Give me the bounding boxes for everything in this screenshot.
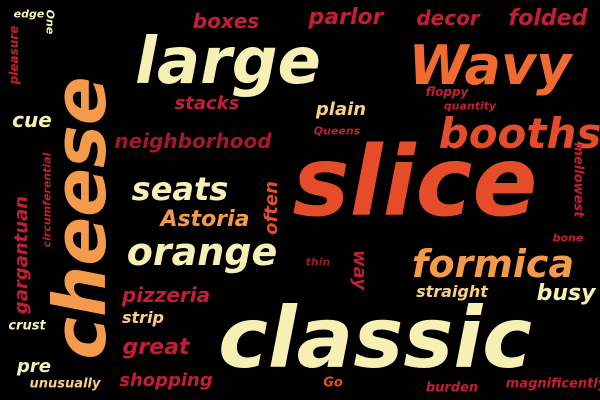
word-astoria: Astoria xyxy=(160,207,250,232)
word-one: One xyxy=(43,9,57,35)
word-boxes: boxes xyxy=(192,9,260,33)
word-circumferential: circumferential xyxy=(40,152,54,248)
word-way: way xyxy=(349,250,370,290)
word-straight: straight xyxy=(416,282,488,301)
word-often: often xyxy=(261,181,282,235)
word-pizzeria: pizzeria xyxy=(121,283,211,307)
word-neighborhood: neighborhood xyxy=(114,129,272,153)
word-great: great xyxy=(122,335,190,360)
word-folded: folded xyxy=(508,6,588,31)
word-crust: crust xyxy=(8,318,46,334)
word-go: Go xyxy=(323,375,343,391)
word-edge: edge xyxy=(13,7,45,21)
word-quantity: quantity xyxy=(443,99,497,113)
word-stacks: stacks xyxy=(174,93,240,114)
word-orange: orange xyxy=(126,230,278,274)
word-unusually: unusually xyxy=(29,376,101,392)
word-wavy: Wavy xyxy=(408,34,572,97)
word-seats: seats xyxy=(131,170,229,208)
word-pre: pre xyxy=(17,356,51,377)
word-large: large xyxy=(135,25,321,99)
word-floppy: floppy xyxy=(425,85,469,99)
word-formica: formica xyxy=(411,242,575,286)
word-thin: thin xyxy=(305,255,331,269)
word-plain: plain xyxy=(315,99,367,120)
word-busy: busy xyxy=(536,281,596,306)
word-parlor: parlor xyxy=(308,5,384,30)
word-booths: booths xyxy=(438,109,600,158)
word-shopping: shopping xyxy=(119,370,213,391)
word-burden: burden xyxy=(425,380,479,396)
word-queens: Queens xyxy=(313,124,361,138)
word-magnificently: magnificently xyxy=(505,376,600,392)
word-strip: strip xyxy=(122,308,164,327)
word-slice: slice xyxy=(292,126,538,238)
word-classic: classic xyxy=(218,289,532,387)
word-pleasure: pleasure xyxy=(7,25,21,85)
word-gargantuan: gargantuan xyxy=(11,195,32,315)
word-mellowest: mellowest xyxy=(570,142,586,218)
word-bone: bone xyxy=(552,231,584,245)
word-cue: cue xyxy=(12,108,52,132)
word-cheese: cheese xyxy=(38,76,122,360)
word-decor: decor xyxy=(416,6,480,30)
